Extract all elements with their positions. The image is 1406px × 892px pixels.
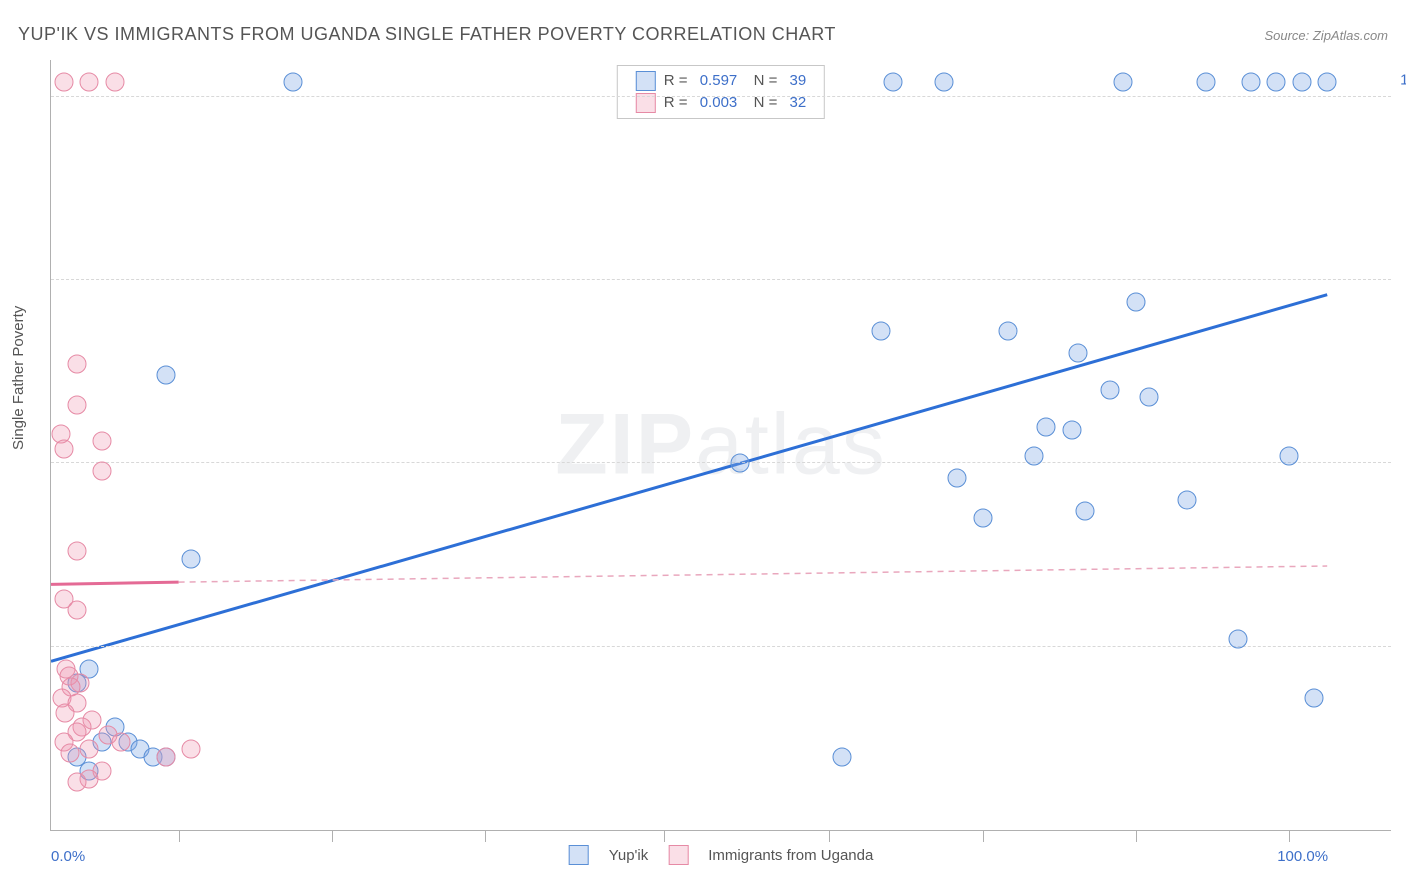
gridline <box>51 96 1391 97</box>
data-point <box>182 549 201 568</box>
x-tick <box>179 830 180 842</box>
data-point <box>1024 447 1043 466</box>
scatter-chart: ZIPatlas R = 0.597 N = 39 R = 0.003 N = … <box>50 60 1391 831</box>
data-point <box>156 747 175 766</box>
data-point <box>1075 502 1094 521</box>
data-point <box>61 744 80 763</box>
x-tick <box>485 830 486 842</box>
x-tick <box>1289 830 1290 842</box>
x-tick <box>332 830 333 842</box>
trend-lines <box>51 60 1391 830</box>
data-point <box>1037 417 1056 436</box>
data-point <box>284 73 303 92</box>
source-attribution: Source: ZipAtlas.com <box>1264 28 1388 43</box>
data-point <box>973 509 992 528</box>
data-point <box>54 439 73 458</box>
x-tick <box>829 830 830 842</box>
x-tick-label: 100.0% <box>1277 848 1328 865</box>
gridline <box>51 462 1391 463</box>
data-point <box>105 73 124 92</box>
data-point <box>999 322 1018 341</box>
data-point <box>93 432 112 451</box>
data-point <box>67 773 86 792</box>
data-point <box>67 355 86 374</box>
data-point <box>1114 73 1133 92</box>
data-point <box>1126 293 1145 312</box>
data-point <box>54 73 73 92</box>
data-point <box>1228 630 1247 649</box>
data-point <box>1069 344 1088 363</box>
data-point <box>67 601 86 620</box>
data-point <box>1267 73 1286 92</box>
data-point <box>1177 491 1196 510</box>
data-point <box>1318 73 1337 92</box>
data-point <box>948 469 967 488</box>
chart-title: YUP'IK VS IMMIGRANTS FROM UGANDA SINGLE … <box>18 24 836 45</box>
data-point <box>884 73 903 92</box>
y-tick-label: 100.0% <box>1400 71 1406 88</box>
data-point <box>1305 689 1324 708</box>
gridline <box>51 646 1391 647</box>
data-point <box>935 73 954 92</box>
legend-label-uganda: Immigrants from Uganda <box>708 847 873 864</box>
data-point <box>80 740 99 759</box>
data-point <box>1241 73 1260 92</box>
data-point <box>1139 388 1158 407</box>
data-point <box>833 747 852 766</box>
data-point <box>182 740 201 759</box>
data-point <box>156 366 175 385</box>
data-point <box>1062 421 1081 440</box>
data-point <box>112 733 131 752</box>
series-legend: Yup'ik Immigrants from Uganda <box>569 845 874 865</box>
data-point <box>67 395 86 414</box>
x-tick <box>664 830 665 842</box>
y-axis-label: Single Father Poverty <box>10 306 27 450</box>
data-point <box>871 322 890 341</box>
legend-row-yupik: R = 0.597 N = 39 <box>636 70 806 92</box>
data-point <box>731 454 750 473</box>
x-tick <box>1136 830 1137 842</box>
swatch-blue <box>636 71 656 91</box>
correlation-legend: R = 0.597 N = 39 R = 0.003 N = 32 <box>617 65 825 119</box>
data-point <box>67 542 86 561</box>
data-point <box>80 73 99 92</box>
data-point <box>1279 447 1298 466</box>
legend-label-yupik: Yup'ik <box>609 847 649 864</box>
gridline <box>51 279 1391 280</box>
data-point <box>93 461 112 480</box>
data-point <box>1196 73 1215 92</box>
swatch-pink-icon <box>668 845 688 865</box>
data-point <box>1292 73 1311 92</box>
x-tick-label: 0.0% <box>51 848 85 865</box>
data-point <box>1101 381 1120 400</box>
watermark: ZIPatlas <box>555 396 886 495</box>
x-tick <box>983 830 984 842</box>
data-point <box>56 703 75 722</box>
swatch-blue-icon <box>569 845 589 865</box>
